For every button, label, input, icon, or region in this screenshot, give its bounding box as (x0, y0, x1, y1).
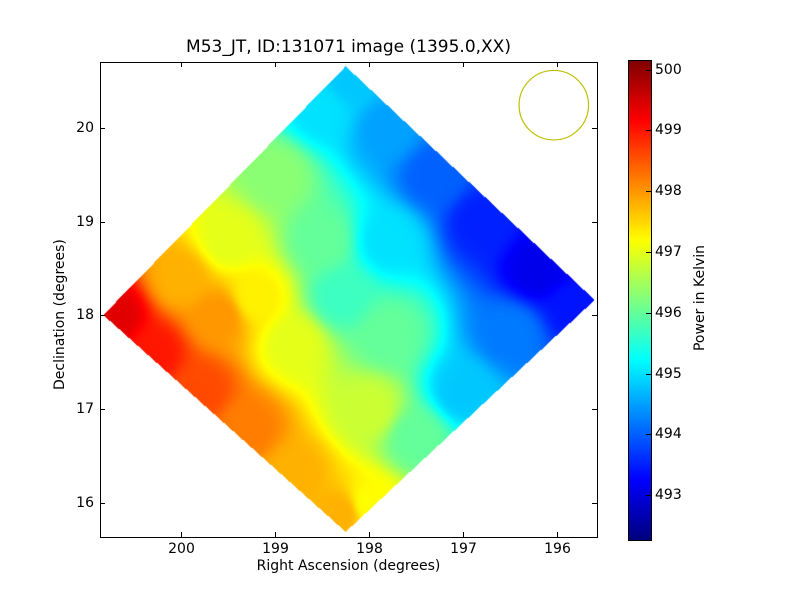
y-tick-label: 17 (76, 400, 94, 417)
colorbar-tick-label: 497 (655, 243, 682, 260)
colorbar-tick-label: 496 (655, 304, 682, 321)
colorbar (628, 60, 651, 540)
x-axis-label: Right Ascension (degrees) (256, 558, 441, 574)
beam-circle (518, 69, 590, 141)
x-tick-label: 199 (262, 541, 289, 557)
colorbar-label: Power in Kelvin (692, 244, 708, 352)
colorbar-frame (628, 60, 652, 541)
colorbar-tick-label: 493 (655, 486, 682, 503)
x-tick-label: 196 (544, 541, 571, 557)
y-tick-label: 20 (76, 119, 94, 136)
y-tick-label: 16 (76, 494, 94, 511)
axes-frame (100, 62, 598, 538)
x-tick-label: 200 (168, 541, 195, 557)
colorbar-tick-label: 499 (655, 121, 682, 138)
colorbar-tick-label: 498 (655, 182, 682, 199)
chart-title: M53_JT, ID:131071 image (1395.0,XX) (186, 37, 511, 57)
colorbar-tick-label: 494 (655, 425, 682, 442)
y-tick-label: 19 (76, 213, 94, 230)
x-tick-label: 198 (356, 541, 383, 557)
x-tick-label: 197 (450, 541, 477, 557)
colorbar-tick-label: 495 (655, 365, 682, 382)
y-tick-label: 18 (76, 306, 94, 323)
heatmap-image (100, 62, 597, 537)
colorbar-tick-label: 500 (655, 61, 682, 78)
